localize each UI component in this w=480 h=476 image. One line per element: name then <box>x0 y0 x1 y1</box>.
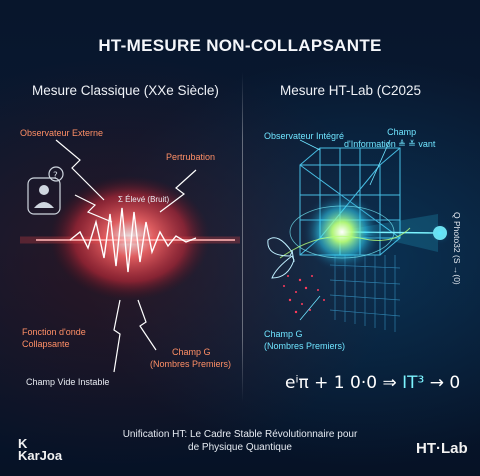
field-g-left-label: Champ G (Nombres Premiers) <box>150 346 231 370</box>
information-field-label: Champ d'Information ≜ ≚ vant <box>344 126 435 150</box>
wave-collapse-label-line2: Collapsante <box>22 339 70 349</box>
footer-line2: de Physique Quantique <box>188 442 292 453</box>
footer-caption: Unification HT: Le Cadre Stable Révoluti… <box>0 428 480 454</box>
observer-icon: ? <box>27 166 64 215</box>
equation-prefix: eⁱπ + 1 0·0 ⇒ <box>285 373 403 393</box>
center-divider <box>242 72 243 402</box>
field-g-right-line1: Champ G <box>264 329 303 339</box>
htlab-logo: HT·Lab <box>416 440 468 457</box>
field-g-right-label: Champ G (Nombres Premiers) <box>264 328 345 352</box>
collapsing-wave <box>69 207 197 273</box>
karjoa-logo-symbol: K <box>18 436 28 451</box>
callout-lines <box>299 139 391 321</box>
karjoa-logo-name: KarJoa <box>18 448 63 463</box>
equation-suffix: → 0 <box>424 373 461 393</box>
field-g-right-line2: (Nombres Premiers) <box>264 341 346 351</box>
noise-label: Σ Élevé (Bruit) <box>118 195 170 204</box>
observer-external-label: Observateur Externe <box>20 128 104 138</box>
vacuum-field-label: Champ Vide Instable <box>26 377 110 387</box>
page-title: HT-MESURE NON-COLLAPSANTE <box>98 36 382 55</box>
orbit-ring <box>289 205 395 259</box>
data-stream <box>279 227 411 259</box>
butterfly-icon <box>267 237 295 279</box>
photon-side-label: Q Photo32 (S →(0) <box>452 212 462 285</box>
equation: eⁱπ + 1 0·0 ⇒ IT³ → 0 <box>285 373 460 393</box>
svg-text:?: ? <box>53 171 58 181</box>
wave-collapse-label-line1: Fonction d'onde <box>22 327 86 337</box>
htlab-heading: Mesure HT-Lab (C2025 <box>280 83 422 98</box>
karjoa-logo: K KarJoa <box>18 436 63 463</box>
information-field-line2: d'Information ≜ ≚ vant <box>344 139 436 149</box>
equation-highlight: IT³ <box>402 373 425 393</box>
information-field-line1: Champ <box>387 127 417 137</box>
glowing-core <box>302 192 382 272</box>
noise-cloud <box>50 176 210 300</box>
observer-integrated-label: Observateur Intégré <box>264 131 345 141</box>
perturbation-label: Pertrubation <box>166 152 216 162</box>
particle-scatter <box>283 275 325 314</box>
footer-line1: Unification HT: Le Cadre Stable Révoluti… <box>122 429 358 440</box>
field-g-left-line1: Champ G <box>172 347 211 357</box>
field-g-left-line2: (Nombres Premiers) <box>150 359 232 369</box>
disturbance-arrows <box>55 139 197 373</box>
classic-heading: Mesure Classique (XXe Siècle) <box>32 83 219 98</box>
wave-collapse-label: Fonction d'onde Collapsante <box>22 326 86 350</box>
